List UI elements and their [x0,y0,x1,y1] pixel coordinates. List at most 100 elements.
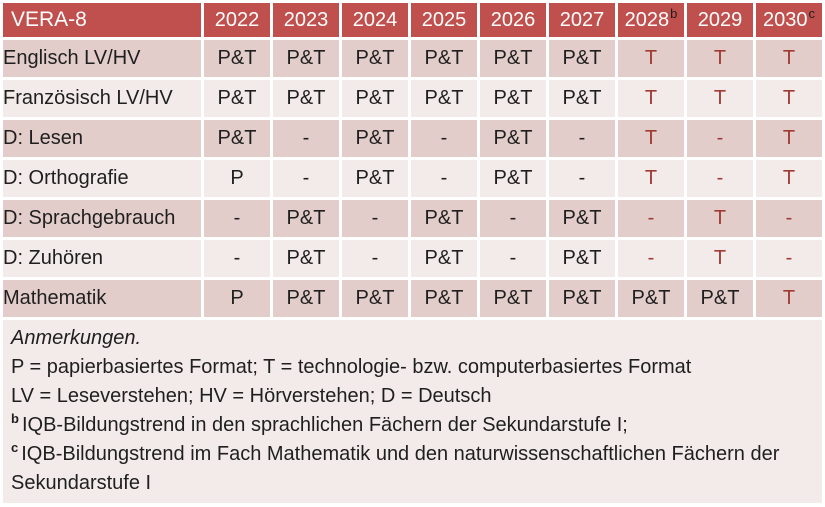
footnote-b-text: IQB-Bildungstrend in den sprachlichen Fä… [21,414,628,436]
table-header: VERA-8 2022 2023 2024 2025 2026 2027 2028b 2029… [3,3,822,37]
format-cell: P&T [480,160,546,197]
footnote-b: b IQB-Bildungstrend in den sprachlichen F… [11,411,814,440]
table-title: VERA-8 [3,3,201,37]
format-cell: P&T [549,240,615,277]
format-cell: P&T [411,240,477,277]
format-cell: P&T [273,40,339,77]
format-cell: P&T [480,280,546,317]
format-cell: P&T [549,280,615,317]
format-cell: - [273,160,339,197]
format-cell: T [756,80,822,117]
note-abbreviations: LV = Leseverstehen; HV = Hörverstehen; D… [11,385,492,407]
year-header: 2030c [756,3,822,37]
row-label: Französisch LV/HV [3,80,201,117]
format-cell: - [756,240,822,277]
vera8-table: VERA-8 2022 2023 2024 2025 2026 2027 2028b 2029… [3,3,822,317]
format-cell: P&T [549,80,615,117]
format-cell: T [618,40,684,77]
format-cell: P&T [342,280,408,317]
year-header: 2024 [342,3,408,37]
table-row: D: Sprachgebrauch - P&T - P&T - P&T - T - [3,200,822,237]
year-header: 2028b [618,3,684,37]
table-row: Englisch LV/HV P&T P&T P&T P&T P&T P&T T T T [3,40,822,77]
year-footnote-marker: c [808,5,816,21]
format-cell: P&T [480,120,546,157]
format-cell: T [687,240,753,277]
format-cell: - [549,160,615,197]
format-cell: - [342,240,408,277]
format-cell: - [273,120,339,157]
year-header: 2023 [273,3,339,37]
format-cell: P [204,280,270,317]
header-row: VERA-8 2022 2023 2024 2025 2026 2027 2028b 2029… [3,3,822,37]
format-cell: T [756,160,822,197]
format-cell: T [687,80,753,117]
notes-block: Anmerkungen. P = papierbasiertes Format;… [3,320,822,503]
year-header: 2022 [204,3,270,37]
format-cell: T [618,80,684,117]
format-cell: P&T [273,240,339,277]
format-cell: - [618,240,684,277]
format-cell: P&T [342,40,408,77]
footnote-c-marker: c [11,440,19,456]
year-header: 2027 [549,3,615,37]
format-cell: - [687,120,753,157]
format-cell: P&T [549,200,615,237]
format-cell: P&T [342,120,408,157]
footnote-b-marker: b [11,411,19,427]
format-cell: T [756,280,822,317]
format-cell: - [480,200,546,237]
format-cell: P&T [342,80,408,117]
format-cell: T [687,200,753,237]
format-cell: P&T [273,200,339,237]
format-cell: P&T [204,40,270,77]
year-header: 2026 [480,3,546,37]
format-cell: P&T [204,80,270,117]
format-cell: P&T [480,80,546,117]
format-cell: - [549,120,615,157]
year-header: 2029 [687,3,753,37]
format-cell: - [756,200,822,237]
format-cell: P&T [687,280,753,317]
format-cell: T [618,120,684,157]
format-cell: - [204,240,270,277]
format-cell: - [342,200,408,237]
table-row: Französisch LV/HV P&T P&T P&T P&T P&T P&T T T T [3,80,822,117]
row-label: D: Orthografie [3,160,201,197]
table-row: D: Orthografie P - P&T - P&T - T - T [3,160,822,197]
footnote-c-text: IQB-Bildungstrend im Fach Mathematik und… [11,443,780,494]
format-cell: T [618,160,684,197]
table-row: Mathematik P P&T P&T P&T P&T P&T P&T P&T T [3,280,822,317]
format-cell: P&T [480,40,546,77]
format-cell: - [687,160,753,197]
format-cell: - [411,160,477,197]
row-label: Mathematik [3,280,201,317]
note-formats: P = papierbasiertes Format; T = technolo… [11,356,692,378]
table-body: Englisch LV/HV P&T P&T P&T P&T P&T P&T T T T Franz… [3,40,822,317]
format-cell: P&T [342,160,408,197]
format-cell: P&T [549,40,615,77]
format-cell: - [411,120,477,157]
format-cell: P&T [411,200,477,237]
format-cell: P&T [618,280,684,317]
format-cell: P [204,160,270,197]
format-cell: P&T [273,280,339,317]
footnote-c: c IQB-Bildungstrend im Fach Mathematik un… [11,440,814,498]
format-cell: P&T [411,40,477,77]
format-cell: P&T [204,120,270,157]
format-cell: - [618,200,684,237]
table-row: D: Zuhören - P&T - P&T - P&T - T - [3,240,822,277]
format-cell: - [480,240,546,277]
format-cell: T [687,40,753,77]
format-cell: - [204,200,270,237]
format-cell: T [756,40,822,77]
format-cell: P&T [411,80,477,117]
year-footnote-marker: b [670,5,678,21]
row-label: Englisch LV/HV [3,40,201,77]
notes-heading: Anmerkungen. [11,327,142,349]
table-row: D: Lesen P&T - P&T - P&T - T - T [3,120,822,157]
year-header: 2025 [411,3,477,37]
row-label: D: Lesen [3,120,201,157]
format-cell: P&T [411,280,477,317]
